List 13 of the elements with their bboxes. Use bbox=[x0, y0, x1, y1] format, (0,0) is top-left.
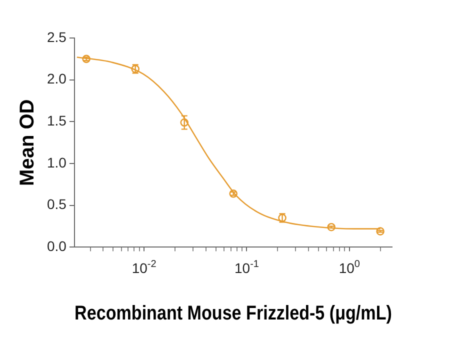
y-tick-label: 1.5 bbox=[46, 112, 67, 129]
y-axis-title: Mean OD bbox=[16, 99, 39, 186]
x-axis-title: Recombinant Mouse Frizzled-5 (μg/mL) bbox=[74, 301, 392, 324]
y-tick-label: 2.0 bbox=[46, 70, 67, 87]
point bbox=[180, 118, 189, 127]
y-tick-label: 2.5 bbox=[46, 28, 67, 45]
point bbox=[229, 189, 238, 198]
y-tick-label: 1.0 bbox=[46, 154, 67, 170]
point bbox=[376, 227, 384, 236]
y-tick-label: 0.5 bbox=[46, 196, 67, 212]
point bbox=[82, 54, 90, 64]
y-tick-label: 0.0 bbox=[46, 238, 67, 254]
point bbox=[327, 222, 336, 232]
